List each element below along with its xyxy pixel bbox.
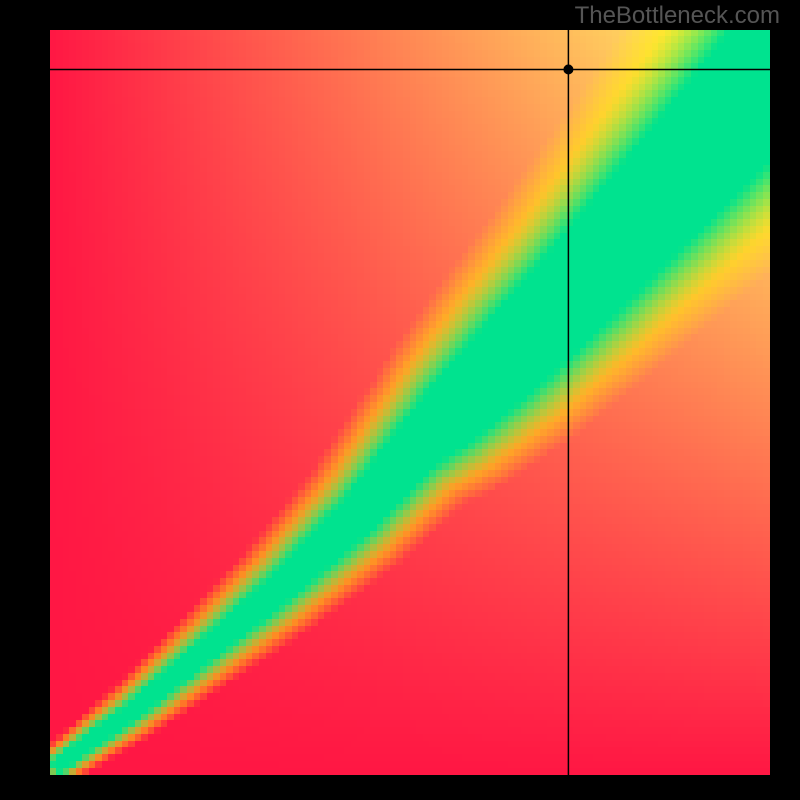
chart-container: TheBottleneck.com [0, 0, 800, 800]
watermark-text: TheBottleneck.com [575, 2, 780, 30]
bottleneck-heatmap [50, 30, 770, 775]
